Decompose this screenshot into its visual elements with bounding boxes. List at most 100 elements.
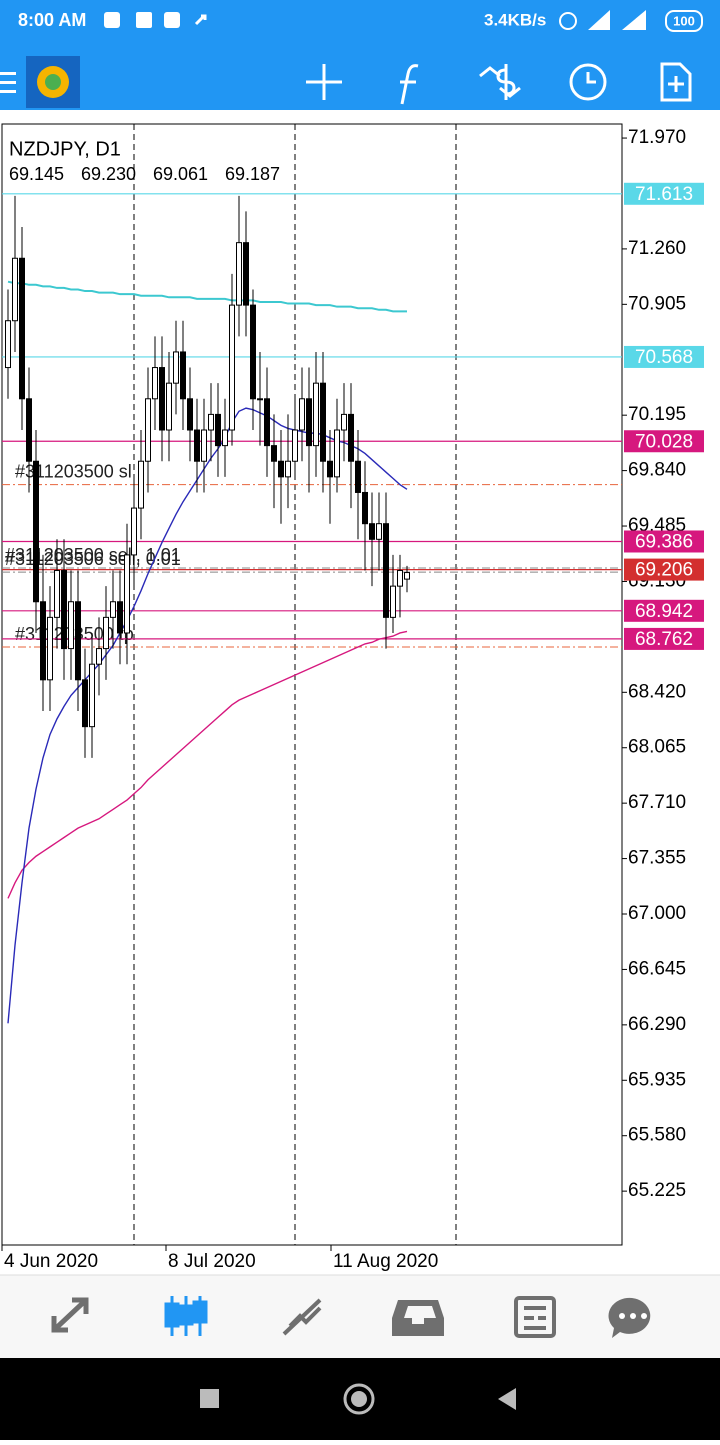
candle-body: [40, 601, 46, 681]
price-tag-label: 68.942: [635, 601, 693, 622]
ohlc-value: 69.145: [9, 164, 64, 184]
new-order-button[interactable]: [660, 62, 692, 102]
candle-body: [75, 601, 81, 681]
alarm-icon: [559, 12, 577, 30]
candle-body: [12, 257, 18, 322]
candle-body: [404, 572, 410, 580]
home-button-dot: [351, 1391, 367, 1407]
chart-tab[interactable]: [164, 1296, 208, 1336]
trade-button[interactable]: [479, 64, 521, 100]
status-icon: [194, 14, 207, 26]
candle-body: [362, 491, 368, 525]
y-tick-label: 66.645: [628, 958, 686, 979]
candle-body: [173, 351, 179, 384]
candle-body: [215, 413, 221, 447]
signal-icon: [588, 10, 610, 30]
candle-body: [19, 257, 25, 400]
y-tick-label: 69.840: [628, 460, 686, 481]
candle-body: [341, 413, 347, 431]
price-tag-label: 69.206: [635, 560, 693, 581]
app-logo[interactable]: [26, 56, 80, 108]
candle-body: [89, 663, 95, 728]
clock: 8:00 AM: [18, 10, 86, 30]
candle-body: [285, 460, 291, 478]
indicators-button[interactable]: [400, 64, 419, 105]
candle-body: [257, 398, 263, 401]
candle-body: [264, 398, 270, 447]
price-tag: [624, 345, 704, 368]
symbol-title: NZDJPY, D1: [9, 138, 121, 160]
candle-body: [292, 429, 298, 462]
crosshair-button[interactable]: [306, 64, 342, 100]
candle-body: [327, 460, 333, 478]
chart: 71.97071.26070.90570.19569.84069.48569.1…: [1, 124, 704, 1272]
price-tag-label: 71.613: [635, 184, 693, 205]
candle-body: [306, 398, 312, 447]
recents-button[interactable]: [200, 1389, 219, 1408]
y-tick-label: 70.905: [628, 293, 686, 314]
candle-body: [383, 523, 389, 618]
candle-body: [61, 570, 67, 650]
menu-button[interactable]: [0, 72, 16, 93]
candle-body: [313, 382, 319, 447]
period-button[interactable]: [569, 63, 607, 101]
candle-body: [278, 460, 284, 478]
candle-body: [355, 460, 361, 493]
candle-body: [369, 523, 375, 540]
candle-body: [229, 304, 235, 431]
candle-body: [131, 507, 137, 556]
ohlc-value: 69.061: [153, 164, 208, 184]
candle-body: [152, 367, 158, 400]
price-tag-label: 70.028: [635, 431, 693, 452]
chat-tab[interactable]: [608, 1297, 651, 1338]
price-tag: [624, 599, 704, 622]
battery-level: 100: [673, 13, 695, 28]
net-speed: 3.4KB/s: [484, 10, 546, 29]
x-tick-label: 4 Jun 2020: [4, 1251, 98, 1272]
moving-average: [7, 407, 408, 1024]
candle-body: [5, 320, 11, 369]
candle-body: [82, 679, 88, 728]
candle-body: [26, 398, 32, 462]
news-tab[interactable]: [514, 1296, 556, 1338]
candle-body: [194, 429, 200, 462]
candle-body: [47, 616, 53, 681]
price-tag-label: 70.568: [635, 347, 693, 368]
history-tab[interactable]: [392, 1300, 444, 1336]
bottom-nav: [0, 1275, 720, 1358]
y-tick-label: 68.420: [628, 681, 686, 702]
x-tick-label: 11 Aug 2020: [333, 1251, 438, 1272]
y-tick-label: 71.970: [628, 127, 686, 148]
status-icon: [104, 12, 120, 28]
y-tick-label: 71.260: [628, 238, 686, 259]
y-tick-label: 65.935: [628, 1069, 686, 1090]
status-icon: [136, 12, 152, 28]
candle-body: [208, 413, 214, 431]
trade-tab[interactable]: [282, 1298, 322, 1336]
home-button[interactable]: [343, 1383, 375, 1415]
candle-body: [299, 398, 305, 431]
battery-icon: [665, 10, 703, 32]
candle-body: [236, 242, 242, 306]
ohlc-value: 69.230: [81, 164, 136, 184]
candle-body: [348, 413, 354, 462]
candle-body: [96, 648, 102, 665]
price-tag: [624, 530, 704, 553]
y-tick-label: 68.065: [628, 737, 686, 758]
candle-body: [68, 601, 74, 650]
chart-frame: [1, 123, 623, 1246]
ohlc-header: 69.145 69.230 69.061 69.187: [9, 164, 280, 184]
candle-body: [390, 585, 396, 618]
back-button[interactable]: [498, 1388, 516, 1410]
price-tag: [624, 182, 704, 205]
x-tick-label: 8 Jul 2020: [168, 1251, 256, 1272]
quotes-tab[interactable]: [51, 1297, 89, 1333]
candle-body: [110, 601, 116, 618]
y-tick-label: 70.195: [628, 404, 686, 425]
candle-body: [320, 382, 326, 462]
chart-background: [0, 110, 720, 1275]
status-icon: [164, 12, 180, 28]
moving-average: [7, 280, 407, 313]
candle-body: [124, 554, 130, 634]
